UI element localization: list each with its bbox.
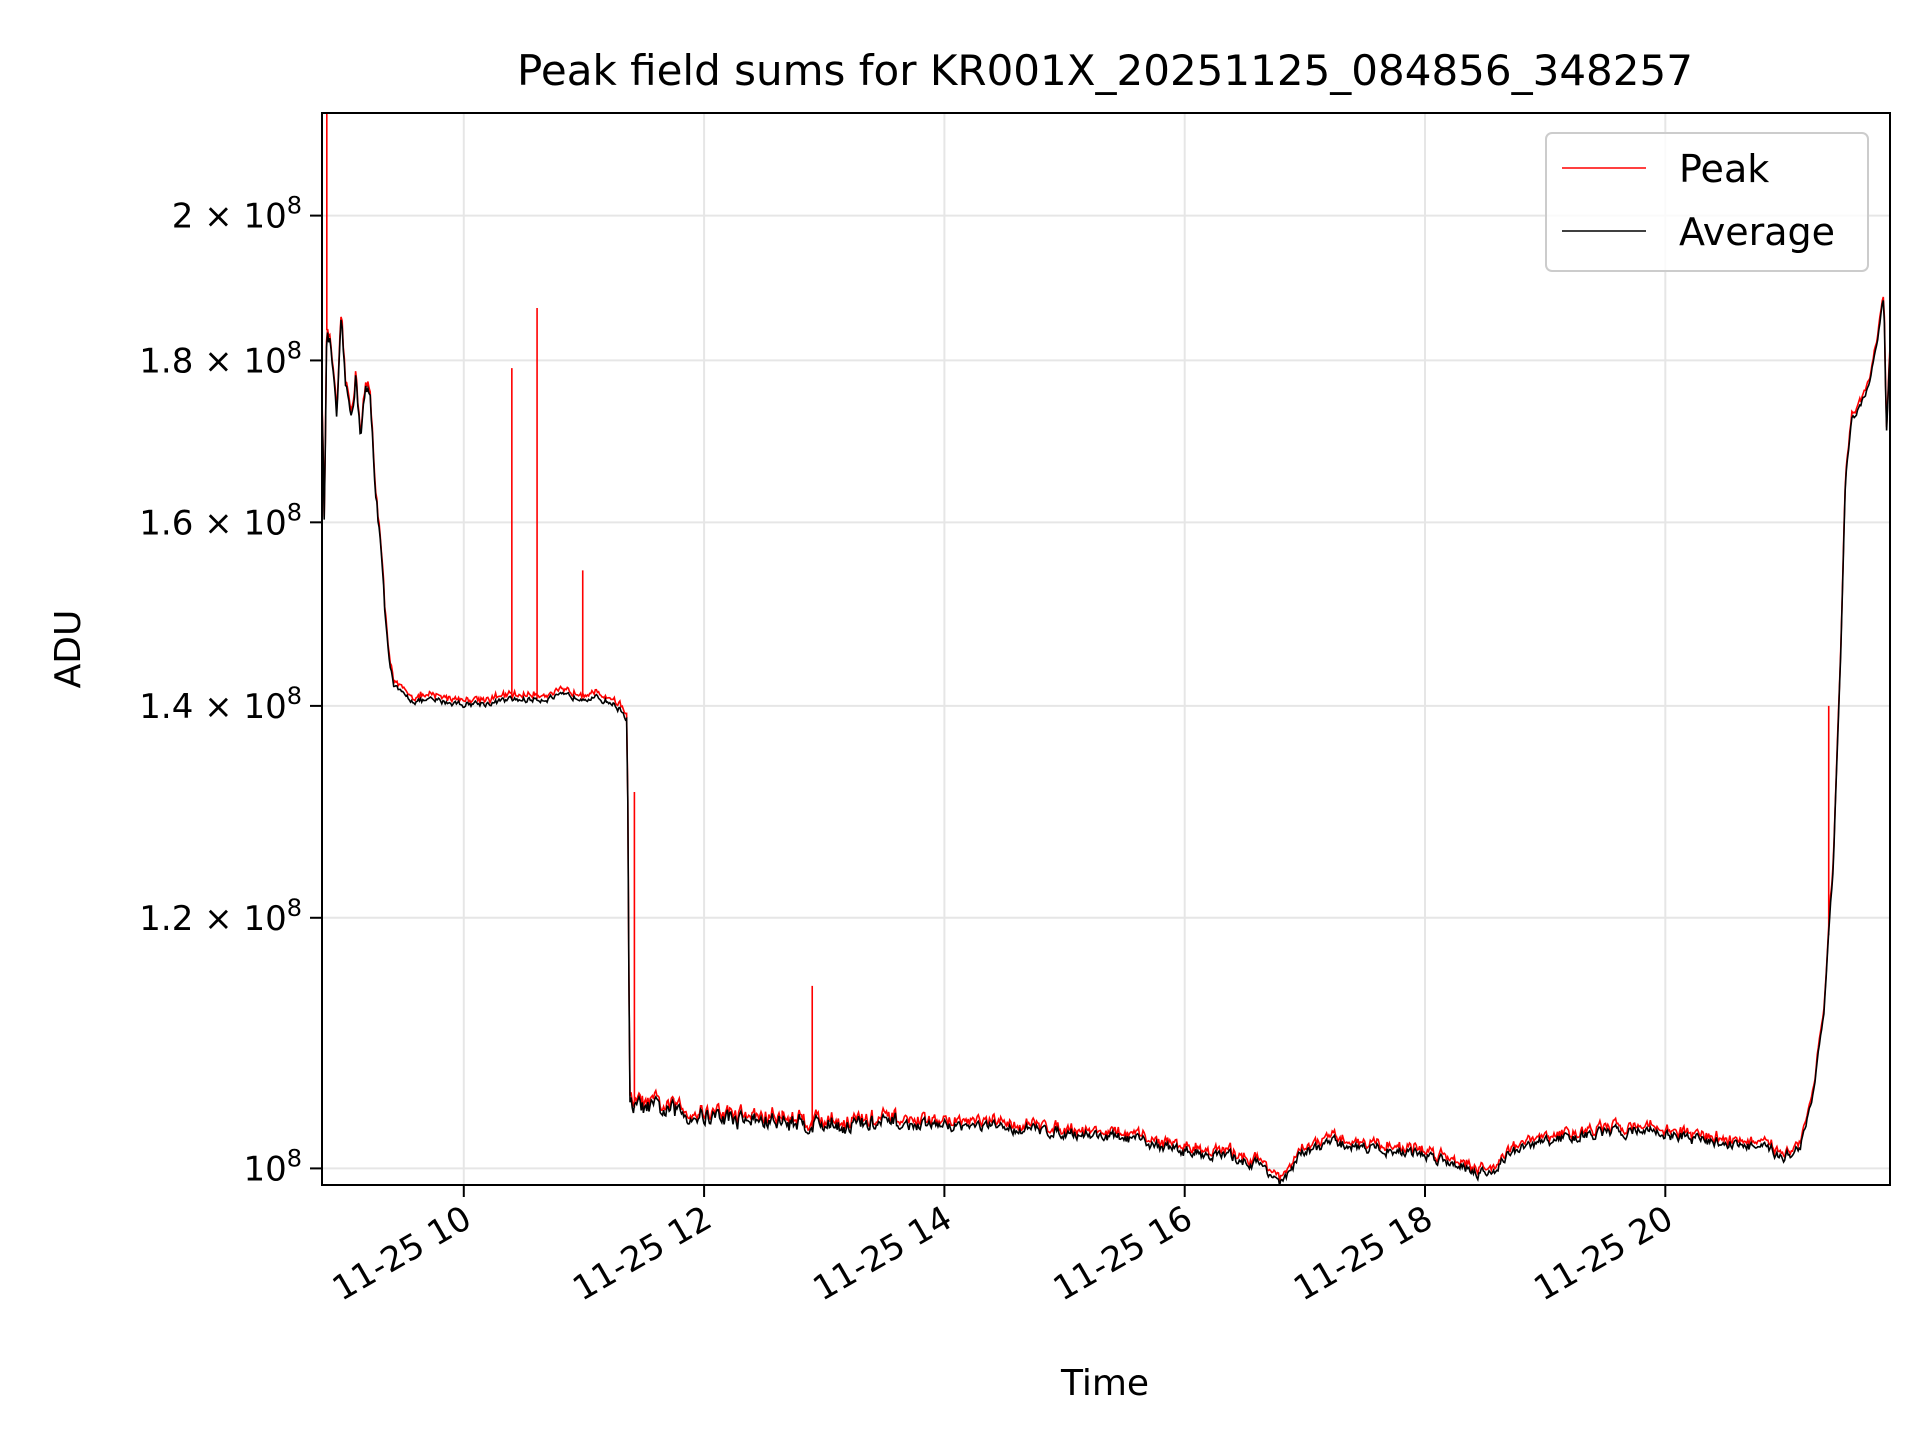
y-tick-label: 1.8 × 108 [139, 336, 302, 381]
y-tick-label-exponent: 8 [287, 336, 302, 364]
y-tick-label-exponent: 8 [287, 192, 302, 220]
y-tick-label: 1.2 × 108 [139, 894, 302, 939]
legend-average-label: Average [1679, 210, 1835, 254]
series-layer [321, 113, 1891, 1186]
y-tick-label-exponent: 8 [287, 1144, 302, 1172]
chart-title: Peak field sums for KR001X_20251125_0848… [517, 46, 1693, 95]
y-tick-label-exponent: 8 [287, 682, 302, 710]
legend-peak-label: Peak [1679, 147, 1769, 191]
y-axis-label: ADU [48, 610, 89, 689]
legend: Peak Average [1545, 132, 1869, 272]
y-tick-label: 2 × 108 [172, 192, 302, 237]
y-tick-label: 1.6 × 108 [139, 498, 302, 543]
y-tick-label-exponent: 8 [287, 498, 302, 526]
y-tick-label-base: 1.6 × 10 [139, 503, 286, 543]
y-tick-label-base: 1.4 × 10 [139, 687, 286, 727]
y-tick-label-base: 2 × 10 [172, 197, 287, 237]
plot-frame [321, 112, 1891, 1186]
y-tick-label-base: 1.8 × 10 [139, 341, 286, 381]
y-tick-label-base: 10 [243, 1149, 286, 1189]
grid-lines [322, 113, 1890, 1185]
y-tick-label: 108 [243, 1144, 302, 1189]
y-tick-label: 1.4 × 108 [139, 682, 302, 727]
average-series-line [321, 300, 1891, 1186]
y-tick-label-exponent: 8 [287, 894, 302, 922]
x-axis-label: Time [1060, 1363, 1149, 1404]
y-tick-label-base: 1.2 × 10 [139, 899, 286, 939]
